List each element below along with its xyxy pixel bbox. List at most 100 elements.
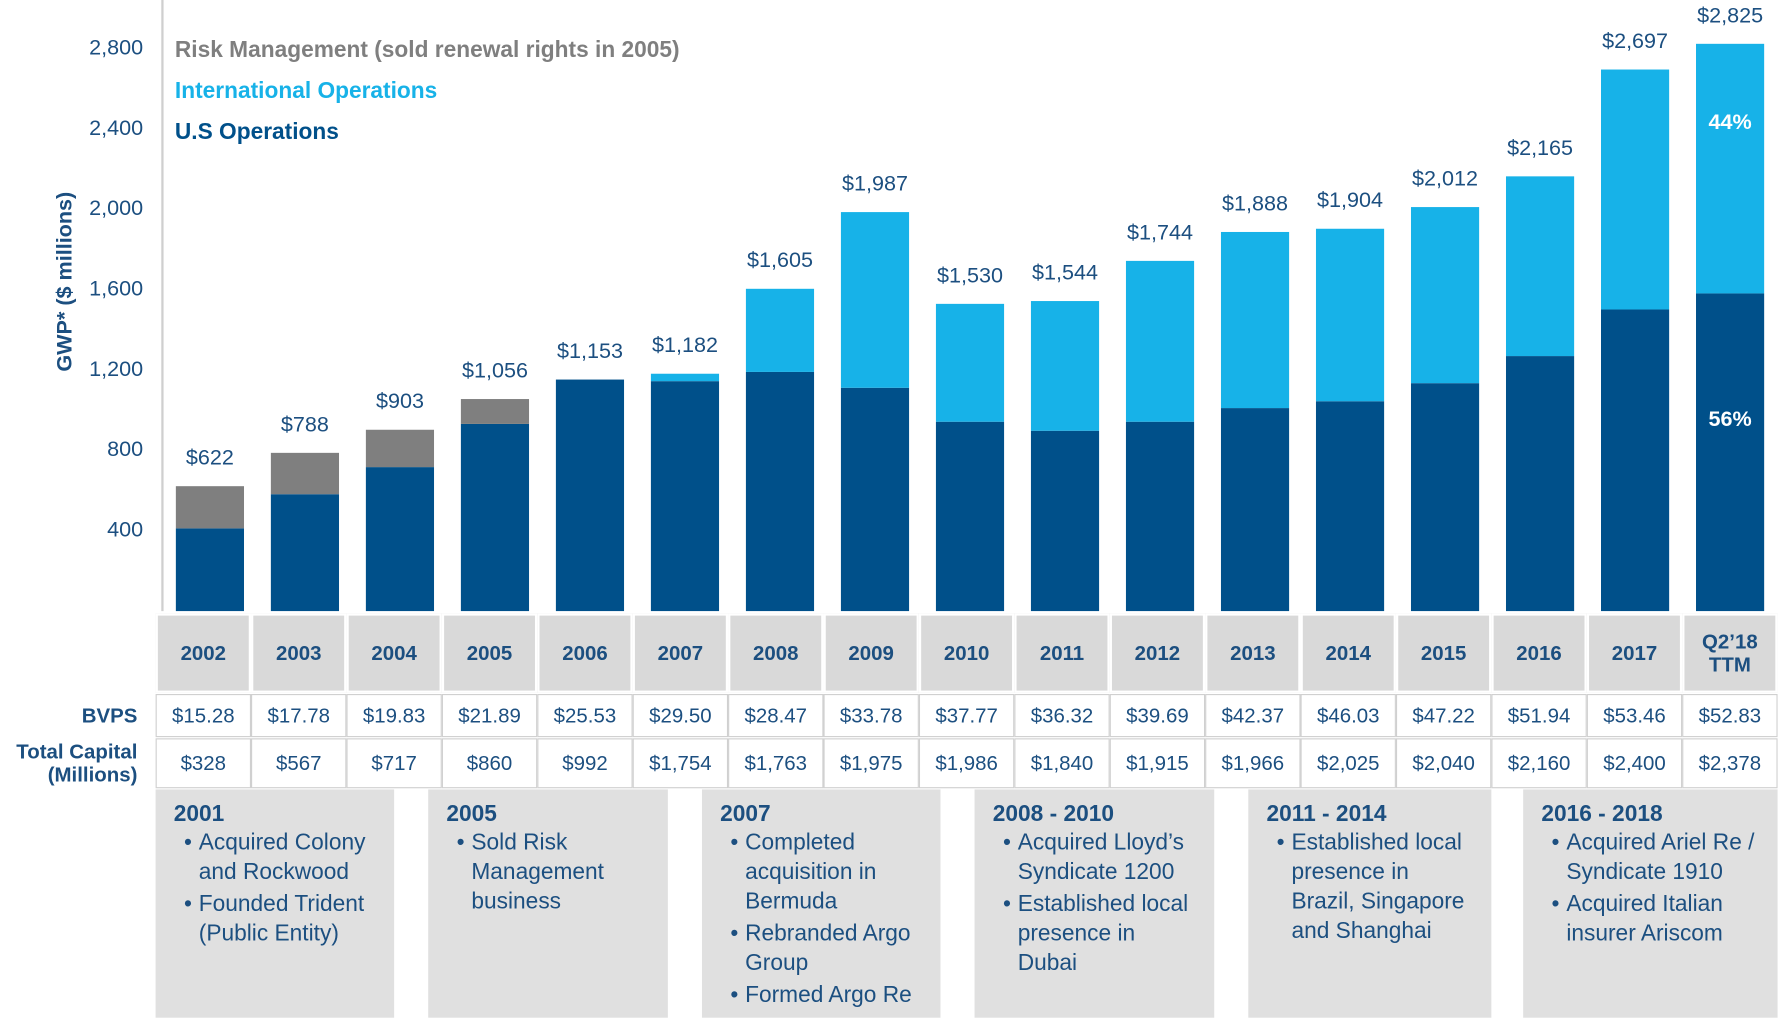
y-axis-label: GWP* ($ millions) <box>52 192 77 372</box>
total-label: $2,825 <box>1697 2 1763 27</box>
bar-segment <box>1125 421 1195 612</box>
category-cell: 2002 <box>155 613 252 693</box>
timeline-item: Rebranded Argo Group <box>720 919 924 978</box>
bar-segment <box>270 452 340 495</box>
timeline-item: Acquired Lloyd’s Syndicate 1200 <box>993 828 1199 887</box>
table-cell: $46.03 <box>1300 693 1396 738</box>
bar-segment <box>1505 176 1575 357</box>
timeline-title: 2008 - 2010 <box>992 801 1114 827</box>
total-label: $1,056 <box>462 357 528 382</box>
table-cell: $2,400 <box>1586 738 1683 789</box>
legend-entry: Risk Management (sold renewal rights in … <box>175 36 680 62</box>
total-label: $1,153 <box>557 338 623 363</box>
table-cell: $37.77 <box>918 693 1015 738</box>
bar-segment <box>840 387 910 612</box>
table-cell: $33.78 <box>823 693 919 738</box>
bar-segment <box>1410 383 1480 612</box>
category-cell: 2012 <box>1109 613 1206 693</box>
legend-entry: U.S Operations <box>175 118 339 144</box>
total-label: $2,697 <box>1602 28 1668 53</box>
bar-segment <box>1220 231 1290 409</box>
y-tick-label: 1,200 <box>89 356 143 381</box>
timeline-item: Acquired Italian insurer Ariscom <box>1541 889 1761 948</box>
table-cell: $1,966 <box>1205 738 1301 789</box>
bar-segment <box>1315 401 1385 612</box>
category-cell: Q2’18 TTM <box>1682 613 1778 693</box>
timeline-item: Acquired Ariel Re / Syndicate 1910 <box>1541 828 1761 887</box>
table-cell: $2,040 <box>1395 738 1492 789</box>
y-tick-label: 2,800 <box>89 35 143 60</box>
timeline-title: 2011 - 2014 <box>1266 801 1387 827</box>
table-cell: $36.32 <box>1014 693 1110 738</box>
table-cell: $860 <box>441 738 538 789</box>
table-cell: $25.53 <box>537 693 633 738</box>
bar-segment <box>650 381 720 612</box>
bar-segment <box>1315 228 1385 402</box>
segment-label: 44% <box>1708 109 1751 134</box>
timeline-title: 2016 - 2018 <box>1541 801 1663 827</box>
table-cell: $1,840 <box>1014 738 1110 789</box>
total-label: $1,530 <box>937 262 1003 287</box>
table-cell: $1,754 <box>632 738 729 789</box>
total-label: $1,544 <box>1032 259 1098 284</box>
bar-segment <box>270 494 340 612</box>
timeline-item: Completed acquisition in Bermuda <box>720 828 924 917</box>
bar-segment <box>1696 293 1765 612</box>
total-label: $2,012 <box>1412 166 1478 191</box>
bar-segment <box>935 303 1005 422</box>
table-cell: $2,025 <box>1300 738 1396 789</box>
bar-segment <box>1601 309 1670 612</box>
total-label: $788 <box>281 411 329 436</box>
table-cell: $39.69 <box>1109 693 1206 738</box>
bar-segment <box>460 423 530 612</box>
bar-segment <box>1125 260 1195 422</box>
bar-segment <box>1030 430 1100 612</box>
category-cell: 2005 <box>441 613 538 693</box>
timeline-item: Established local presence in Brazil, Si… <box>1266 828 1475 946</box>
bar-segment <box>175 528 245 612</box>
total-label: $1,904 <box>1317 187 1383 212</box>
table-cell: $15.28 <box>155 693 252 738</box>
bar-segment <box>365 429 435 468</box>
table-cell: $717 <box>346 738 442 789</box>
total-label: $1,744 <box>1127 219 1193 244</box>
bar-segment <box>935 421 1005 612</box>
bar-segment <box>745 371 815 612</box>
bar-segment <box>175 486 245 529</box>
timeline-box: 2001Acquired Colony and RockwoodFounded … <box>155 789 395 1018</box>
bar-segment <box>650 373 720 382</box>
bar-segment <box>460 399 530 424</box>
timeline-box: 2011 - 2014Established local presence in… <box>1248 789 1492 1018</box>
table-cell: $17.78 <box>251 693 347 738</box>
table-cell: $19.83 <box>346 693 442 738</box>
y-tick-label: 1,600 <box>89 276 143 301</box>
table-cell: $29.50 <box>632 693 729 738</box>
total-label: $1,888 <box>1222 190 1288 215</box>
category-cell: 2010 <box>918 613 1015 693</box>
timeline-box: 2007Completed acquisition in BermudaRebr… <box>701 789 941 1018</box>
bar-segment <box>1505 356 1575 612</box>
y-tick-label: 2,000 <box>89 195 143 220</box>
category-cell: 2004 <box>346 613 442 693</box>
row-label: Total Capital (Millions) <box>16 740 138 787</box>
bar-segment <box>1696 43 1765 294</box>
table-cell: $1,915 <box>1109 738 1206 789</box>
table-cell: $1,763 <box>728 738 824 789</box>
table-cell: $328 <box>155 738 252 789</box>
bar-segment <box>1220 408 1290 612</box>
timeline-box: 2005Sold Risk Management business <box>428 789 668 1018</box>
table-cell: $567 <box>251 738 347 789</box>
table-cell: $1,975 <box>823 738 919 789</box>
y-tick-label: 800 <box>107 436 143 461</box>
bar-segment <box>1030 301 1100 431</box>
timeline-box: 2016 - 2018Acquired Ariel Re / Syndicate… <box>1523 789 1778 1018</box>
bar-segment <box>745 288 815 372</box>
bar-segment <box>365 467 435 612</box>
total-label: $1,605 <box>747 247 813 272</box>
timeline-title: 2005 <box>446 801 497 827</box>
row-label: BVPS <box>81 704 138 727</box>
table-cell: $28.47 <box>728 693 824 738</box>
timeline-item: Founded Trident (Public Entity) <box>174 889 378 948</box>
